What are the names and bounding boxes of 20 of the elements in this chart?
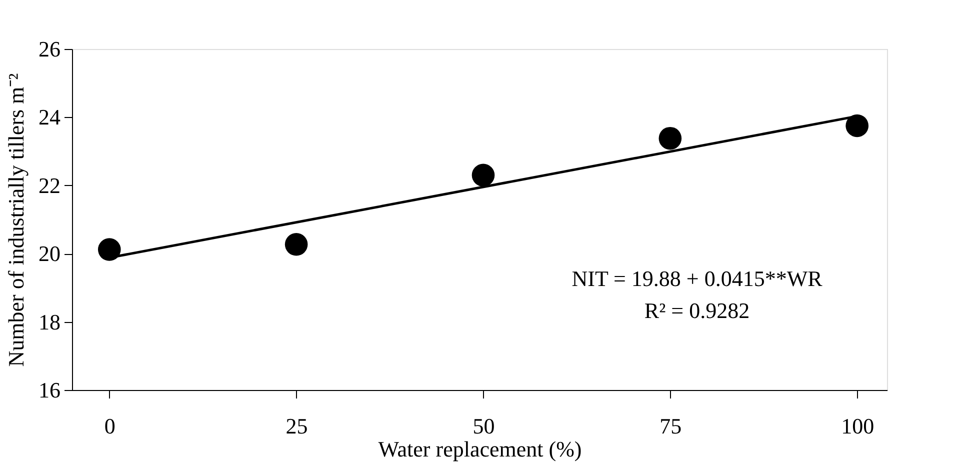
y-axis-title: Number of industrially tillers m⁻² <box>4 72 28 367</box>
y-tick-label: 24 <box>38 104 60 130</box>
y-tick-label: 22 <box>38 172 60 198</box>
annotation: NIT = 19.88 + 0.0415**WR <box>572 266 823 291</box>
x-tick-label: 25 <box>286 414 308 438</box>
point <box>658 126 682 150</box>
x-tick-label: 50 <box>472 414 495 438</box>
x-tick-label: 100 <box>841 414 874 438</box>
y-tick-label: 20 <box>38 241 60 266</box>
y-tick-label: 26 <box>38 36 60 62</box>
point <box>846 114 868 138</box>
y-tick-label: 18 <box>38 309 60 334</box>
y-tick-label: 16 <box>38 378 60 402</box>
annotation: R² = 0.9282 <box>644 298 750 323</box>
point <box>284 233 308 256</box>
x-axis-title: Water replacement (%) <box>378 436 582 462</box>
x-tick-label: 0 <box>104 414 116 438</box>
point <box>472 164 495 187</box>
x-tick-label: 75 <box>660 414 682 438</box>
point <box>98 238 121 261</box>
